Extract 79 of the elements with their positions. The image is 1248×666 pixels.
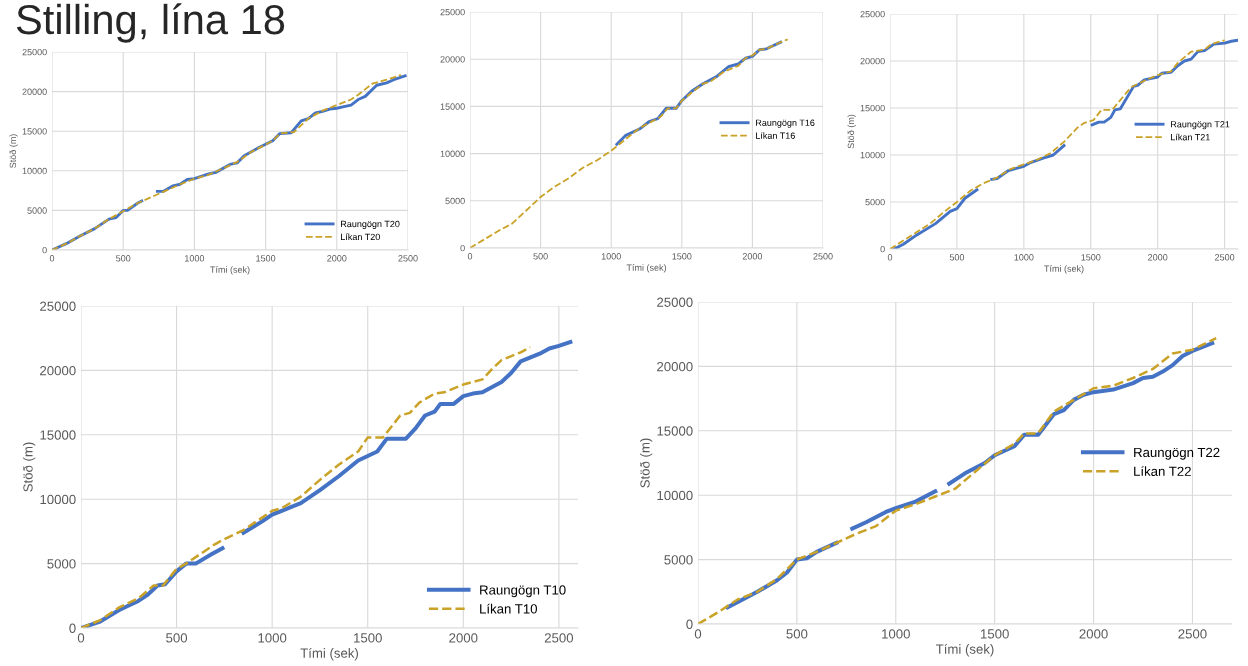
y-tick-label: 10000 — [440, 150, 465, 157]
y-tick-label: 20000 — [440, 56, 465, 63]
x-tick-label: 1500 — [672, 253, 692, 260]
y-tick-label: 25000 — [657, 297, 693, 307]
y-tick-label: 5000 — [27, 207, 47, 214]
y-tick-label: 25000 — [440, 8, 465, 16]
y-tick-label: 0 — [686, 619, 693, 629]
y-axis-title: Stöð (m) — [22, 442, 36, 492]
y-tick-label: 20000 — [40, 365, 76, 376]
legend-label: Raungögn T10 — [480, 585, 566, 598]
y-tick-label: 10000 — [40, 494, 76, 505]
x-tick-label: 0 — [77, 633, 85, 643]
legend-label: Líkan T10 — [480, 603, 537, 614]
y-tick-label: 15000 — [440, 103, 465, 110]
y-tick-label: 25000 — [860, 10, 885, 18]
y-tick-label: 15000 — [22, 128, 47, 135]
x-tick-label: 1500 — [981, 629, 1009, 639]
y-tick-label: 15000 — [40, 430, 76, 440]
x-tick-label: 2500 — [1215, 254, 1235, 261]
x-tick-label: 1000 — [601, 253, 621, 260]
x-tick-label: 1500 — [354, 633, 382, 643]
x-tick-label: 2000 — [1079, 629, 1108, 639]
y-tick-label: 15000 — [657, 426, 693, 436]
x-tick-label: 1000 — [1014, 254, 1034, 261]
x-axis-title: Tími (sek) — [1044, 265, 1084, 274]
x-axis-title: Tími (sek) — [210, 266, 250, 275]
x-tick-label: 2500 — [544, 633, 574, 643]
x-tick-label: 500 — [533, 253, 548, 260]
legend-label: Raungögn T16 — [756, 119, 815, 128]
x-tick-label: 2000 — [1148, 254, 1168, 261]
y-tick-label: 25000 — [22, 48, 47, 56]
y-axis-title: Stöð (m) — [847, 114, 856, 149]
y-tick-label: 20000 — [860, 57, 885, 65]
y-tick-label: 20000 — [22, 88, 47, 95]
y-tick-label: 0 — [460, 244, 465, 252]
x-tick-label: 1500 — [1081, 254, 1101, 261]
x-tick-label: 2500 — [398, 255, 418, 262]
y-tick-label: 5000 — [445, 197, 465, 205]
x-axis-title: Tími (sek) — [300, 647, 358, 661]
legend-label: Líkan T20 — [341, 233, 380, 241]
x-tick-label: 500 — [116, 255, 131, 262]
x-tick-label: 1000 — [882, 629, 910, 639]
x-tick-label: 0 — [887, 254, 893, 261]
y-tick-label: 0 — [880, 245, 885, 253]
x-tick-label: 1500 — [256, 255, 276, 262]
x-tick-label: 500 — [166, 633, 188, 643]
y-tick-label: 5000 — [664, 555, 693, 565]
y-tick-label: 15000 — [860, 104, 885, 112]
x-tick-label: 0 — [49, 255, 55, 262]
x-tick-label: 1000 — [185, 255, 205, 262]
x-tick-label: 0 — [467, 253, 473, 260]
chart-title: Stilling, lína 18 — [16, 3, 285, 43]
x-tick-label: 2500 — [1178, 629, 1207, 639]
legend-label: Raungögn T22 — [1134, 447, 1220, 460]
legend-label: Raungögn T21 — [1171, 121, 1230, 130]
y-tick-label: 10000 — [657, 490, 693, 501]
legend-label: Líkan T22 — [1134, 466, 1191, 476]
y-axis-title: Stöð (m) — [9, 134, 18, 168]
x-axis-title: Tími (sek) — [935, 643, 994, 657]
y-tick-label: 5000 — [865, 198, 885, 206]
y-tick-label: 20000 — [657, 361, 693, 372]
x-tick-label: 2000 — [327, 255, 347, 262]
legend-label: Líkan T16 — [756, 132, 795, 139]
x-tick-label: 2500 — [813, 253, 833, 260]
x-axis-title: Tími (sek) — [626, 264, 666, 273]
x-tick-label: 500 — [786, 629, 808, 639]
x-tick-label: 1000 — [258, 633, 287, 643]
x-tick-label: 0 — [694, 629, 702, 639]
y-tick-label: 10000 — [860, 151, 885, 159]
x-tick-label: 2000 — [742, 253, 763, 260]
y-tick-label: 25000 — [40, 301, 76, 311]
y-tick-label: 10000 — [22, 167, 47, 175]
legend-label: Raungögn T20 — [341, 220, 400, 229]
y-axis-title: Stöð (m) — [639, 438, 653, 488]
x-tick-label: 2000 — [449, 633, 478, 643]
y-tick-label: 5000 — [47, 559, 76, 569]
legend-label: Líkan T21 — [1171, 133, 1210, 141]
x-tick-label: 500 — [949, 254, 965, 261]
y-tick-label: 0 — [42, 246, 47, 254]
